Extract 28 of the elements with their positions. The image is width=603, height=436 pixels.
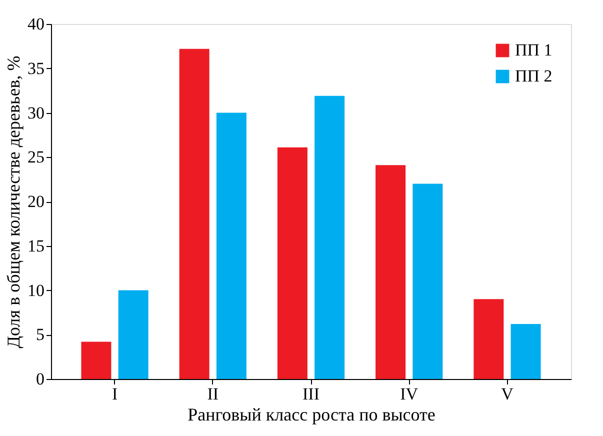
legend-label: ПП 2 <box>515 66 552 86</box>
bar <box>314 96 345 379</box>
x-tick-label: V <box>501 384 514 404</box>
y-axis-title: Доля в общем количестве деревьев, % <box>4 56 24 348</box>
y-tick-label: 35 <box>28 58 44 78</box>
bar <box>412 184 443 379</box>
y-tick-label: 30 <box>28 103 44 122</box>
bar <box>216 112 246 379</box>
y-tick-label: 20 <box>28 192 44 211</box>
x-tick-label: I <box>112 384 118 404</box>
bar <box>179 48 210 379</box>
y-tick-label: 40 <box>28 14 44 34</box>
bar <box>277 147 308 379</box>
y-tick-label: 15 <box>28 236 44 256</box>
bar <box>510 324 541 379</box>
bar <box>376 165 406 379</box>
legend-label: ПП 1 <box>515 40 552 60</box>
x-tick-label: III <box>302 384 320 404</box>
x-tick-label: IV <box>400 384 419 404</box>
bar <box>118 290 148 379</box>
y-tick-label: 25 <box>28 148 44 167</box>
y-tick-label: 0 <box>36 370 44 388</box>
x-tick-label: II <box>207 384 219 404</box>
x-axis-title: Ранговый класс роста по высоте <box>188 404 436 424</box>
y-tick-label: 5 <box>36 325 44 344</box>
bar <box>81 342 112 379</box>
y-tick-label: 10 <box>28 280 44 300</box>
bar <box>474 299 504 379</box>
